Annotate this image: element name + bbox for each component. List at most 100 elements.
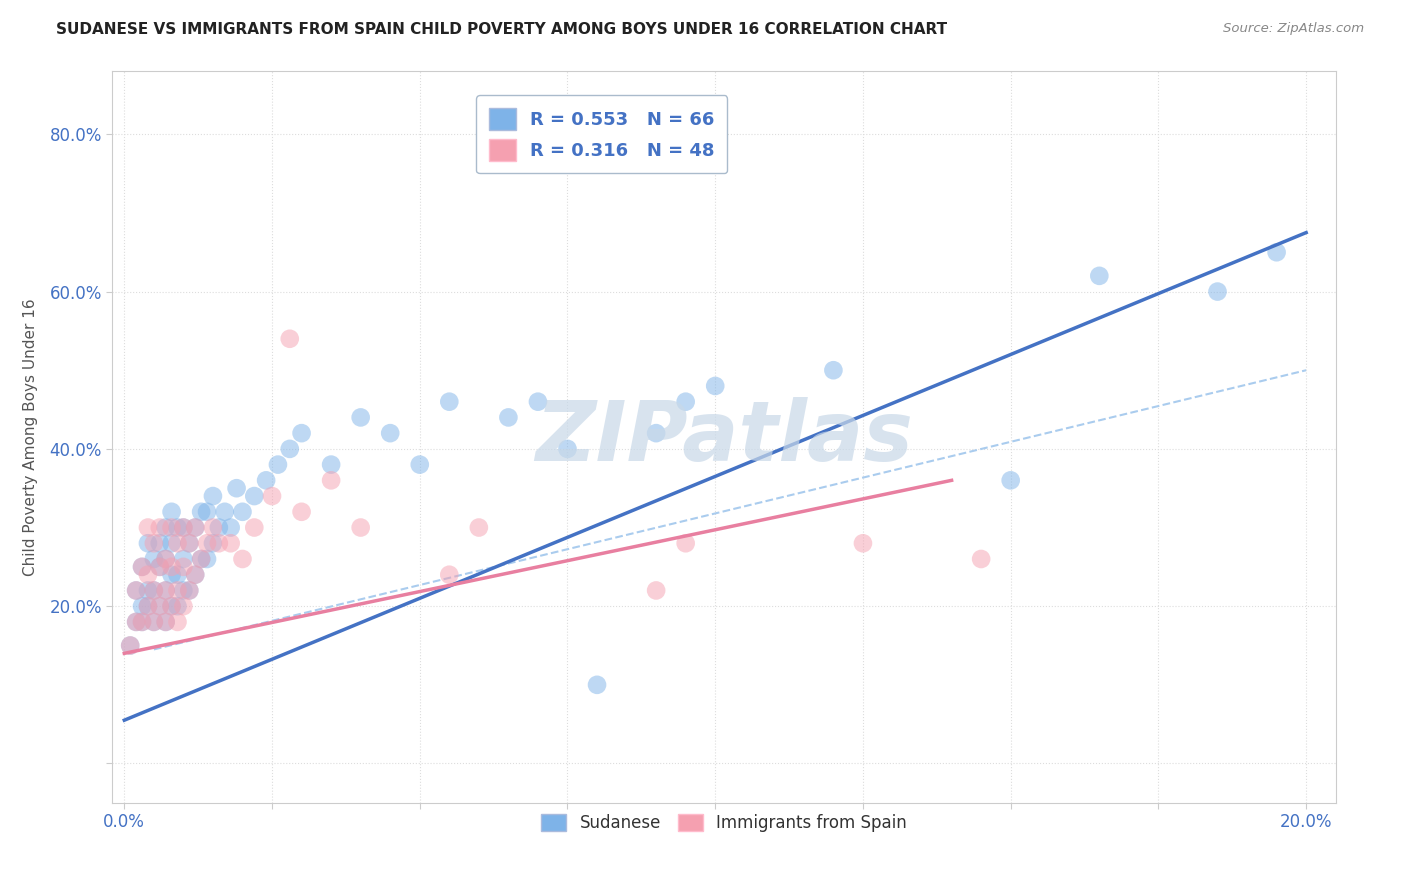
Text: SUDANESE VS IMMIGRANTS FROM SPAIN CHILD POVERTY AMONG BOYS UNDER 16 CORRELATION : SUDANESE VS IMMIGRANTS FROM SPAIN CHILD …: [56, 22, 948, 37]
Point: [149, 559, 172, 574]
Point: [1265, 245, 1288, 260]
Point: [498, 410, 520, 425]
Point: [142, 536, 165, 550]
Point: [120, 639, 142, 653]
Point: [380, 426, 402, 441]
Point: [131, 615, 153, 629]
Point: [219, 520, 242, 534]
Text: Source: ZipAtlas.com: Source: ZipAtlas.com: [1223, 22, 1364, 36]
Point: [290, 505, 312, 519]
Point: [172, 552, 194, 566]
Point: [225, 481, 247, 495]
Point: [586, 678, 609, 692]
Point: [160, 567, 183, 582]
Point: [166, 615, 188, 629]
Point: [142, 615, 165, 629]
Point: [136, 599, 159, 614]
Point: [321, 458, 343, 472]
Point: [160, 505, 183, 519]
Point: [160, 520, 183, 534]
Point: [278, 442, 301, 456]
Point: [155, 583, 177, 598]
Point: [195, 505, 218, 519]
Point: [172, 599, 194, 614]
Point: [675, 536, 697, 550]
Point: [409, 458, 432, 472]
Point: [208, 520, 231, 534]
Point: [201, 520, 224, 534]
Point: [149, 559, 172, 574]
Point: [184, 520, 207, 534]
Point: [142, 615, 165, 629]
Point: [120, 639, 142, 653]
Point: [254, 473, 277, 487]
Point: [149, 536, 172, 550]
Point: [468, 520, 491, 534]
Point: [260, 489, 283, 503]
Point: [675, 394, 697, 409]
Point: [214, 505, 236, 519]
Point: [184, 567, 207, 582]
Point: [201, 489, 224, 503]
Point: [290, 426, 312, 441]
Point: [557, 442, 579, 456]
Text: ZIPatlas: ZIPatlas: [536, 397, 912, 477]
Point: [243, 520, 266, 534]
Point: [231, 505, 253, 519]
Point: [172, 520, 194, 534]
Point: [131, 559, 153, 574]
Point: [166, 583, 188, 598]
Point: [142, 583, 165, 598]
Point: [201, 536, 224, 550]
Point: [179, 536, 201, 550]
Point: [136, 536, 159, 550]
Point: [149, 599, 172, 614]
Point: [439, 394, 461, 409]
Point: [125, 583, 148, 598]
Point: [1088, 268, 1111, 283]
Point: [852, 536, 875, 550]
Point: [970, 552, 993, 566]
Point: [1000, 473, 1022, 487]
Point: [190, 552, 212, 566]
Point: [350, 410, 373, 425]
Point: [195, 536, 218, 550]
Point: [131, 615, 153, 629]
Point: [155, 615, 177, 629]
Point: [160, 599, 183, 614]
Point: [155, 615, 177, 629]
Point: [645, 583, 668, 598]
Point: [155, 552, 177, 566]
Point: [208, 536, 231, 550]
Point: [439, 567, 461, 582]
Point: [179, 583, 201, 598]
Point: [172, 559, 194, 574]
Point: [172, 583, 194, 598]
Point: [267, 458, 290, 472]
Point: [166, 536, 188, 550]
Point: [136, 599, 159, 614]
Point: [166, 599, 188, 614]
Point: [166, 567, 188, 582]
Point: [160, 599, 183, 614]
Legend: Sudanese, Immigrants from Spain: Sudanese, Immigrants from Spain: [534, 807, 914, 838]
Point: [125, 615, 148, 629]
Point: [149, 520, 172, 534]
Point: [195, 552, 218, 566]
Point: [155, 552, 177, 566]
Point: [125, 583, 148, 598]
Point: [179, 536, 201, 550]
Point: [149, 599, 172, 614]
Point: [527, 394, 550, 409]
Point: [321, 473, 343, 487]
Point: [179, 583, 201, 598]
Point: [172, 520, 194, 534]
Point: [823, 363, 845, 377]
Point: [155, 520, 177, 534]
Point: [160, 559, 183, 574]
Point: [190, 505, 212, 519]
Point: [184, 520, 207, 534]
Point: [704, 379, 727, 393]
Point: [136, 520, 159, 534]
Point: [166, 520, 188, 534]
